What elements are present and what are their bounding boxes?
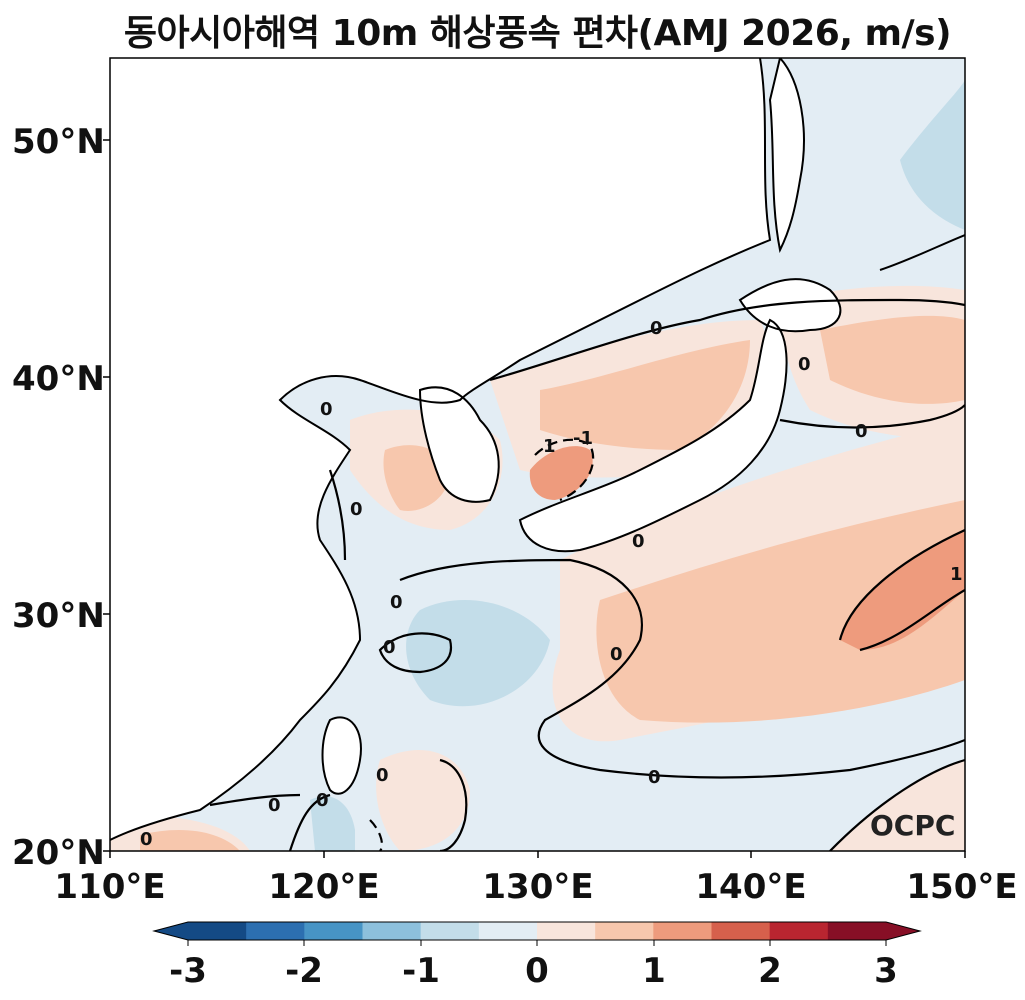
lat-label-40n: 40°N — [12, 359, 105, 399]
colorbar-label: -1 — [402, 951, 440, 991]
colorbar-label: -2 — [285, 951, 323, 991]
lat-label-20n: 20°N — [12, 833, 105, 873]
ocpc-logo: OCPC — [870, 809, 955, 842]
colorbar-segment — [653, 922, 712, 940]
colorbar-segment — [362, 922, 422, 940]
colorbar-label: 1 — [642, 951, 666, 991]
colorbar-segment — [420, 922, 480, 940]
colorbar-extend-min — [154, 922, 188, 940]
lon-label-130e: 130°E — [482, 867, 593, 907]
colorbar-label: 2 — [758, 951, 782, 991]
colorbar-segment — [478, 922, 538, 940]
colorbar-extend-max — [886, 922, 920, 940]
contour-label: 1 — [950, 564, 963, 585]
colorbar-segment — [246, 922, 305, 940]
anomaly-field: 0 0 0 0 0 0 0 0 0 0 0 0 0 1 -1 1 0 OCPC — [110, 58, 965, 851]
contour-label: -1 — [573, 428, 593, 449]
colorbar-segment — [769, 922, 829, 940]
contour-label: 0 — [376, 765, 389, 786]
colorbar-label: 3 — [874, 951, 898, 991]
colorbar-label: 0 — [525, 951, 549, 991]
contour-label: 0 — [350, 499, 363, 520]
contour-label: 0 — [610, 644, 623, 665]
contour-label: 0 — [316, 790, 329, 811]
lat-label-30n: 30°N — [12, 596, 105, 636]
contour-label: 0 — [320, 399, 333, 420]
contour-label: 0 — [390, 592, 403, 613]
colorbar-label: -3 — [169, 951, 207, 991]
colorbar-segment — [595, 922, 654, 940]
lon-label-110e: 110°E — [54, 867, 165, 907]
lon-label-120e: 120°E — [268, 867, 379, 907]
contour-label: 0 — [140, 829, 153, 850]
contour-label: 0 — [855, 421, 868, 442]
map-title: 동아시아해역 10m 해상풍속 편차(AMJ 2026, m/s) — [123, 13, 952, 54]
contour-label: 0 — [632, 531, 645, 552]
colorbar-segment — [188, 922, 247, 940]
contour-label: 0 — [650, 318, 663, 339]
colorbar-segment — [537, 922, 596, 940]
contour-label: 0 — [798, 354, 811, 375]
contour-label: 1 — [543, 436, 556, 457]
colorbar-segment — [304, 922, 363, 940]
contour-label: 0 — [268, 795, 281, 816]
lon-label-150e: 150°E — [906, 867, 1017, 907]
colorbar-segment — [827, 922, 887, 940]
colorbar-segment — [711, 922, 771, 940]
contour-label: 0 — [383, 637, 396, 658]
contour-label: 0 — [648, 767, 661, 788]
lat-label-50n: 50°N — [12, 122, 105, 162]
lon-label-140e: 140°E — [695, 867, 806, 907]
colorbar — [152, 921, 922, 941]
